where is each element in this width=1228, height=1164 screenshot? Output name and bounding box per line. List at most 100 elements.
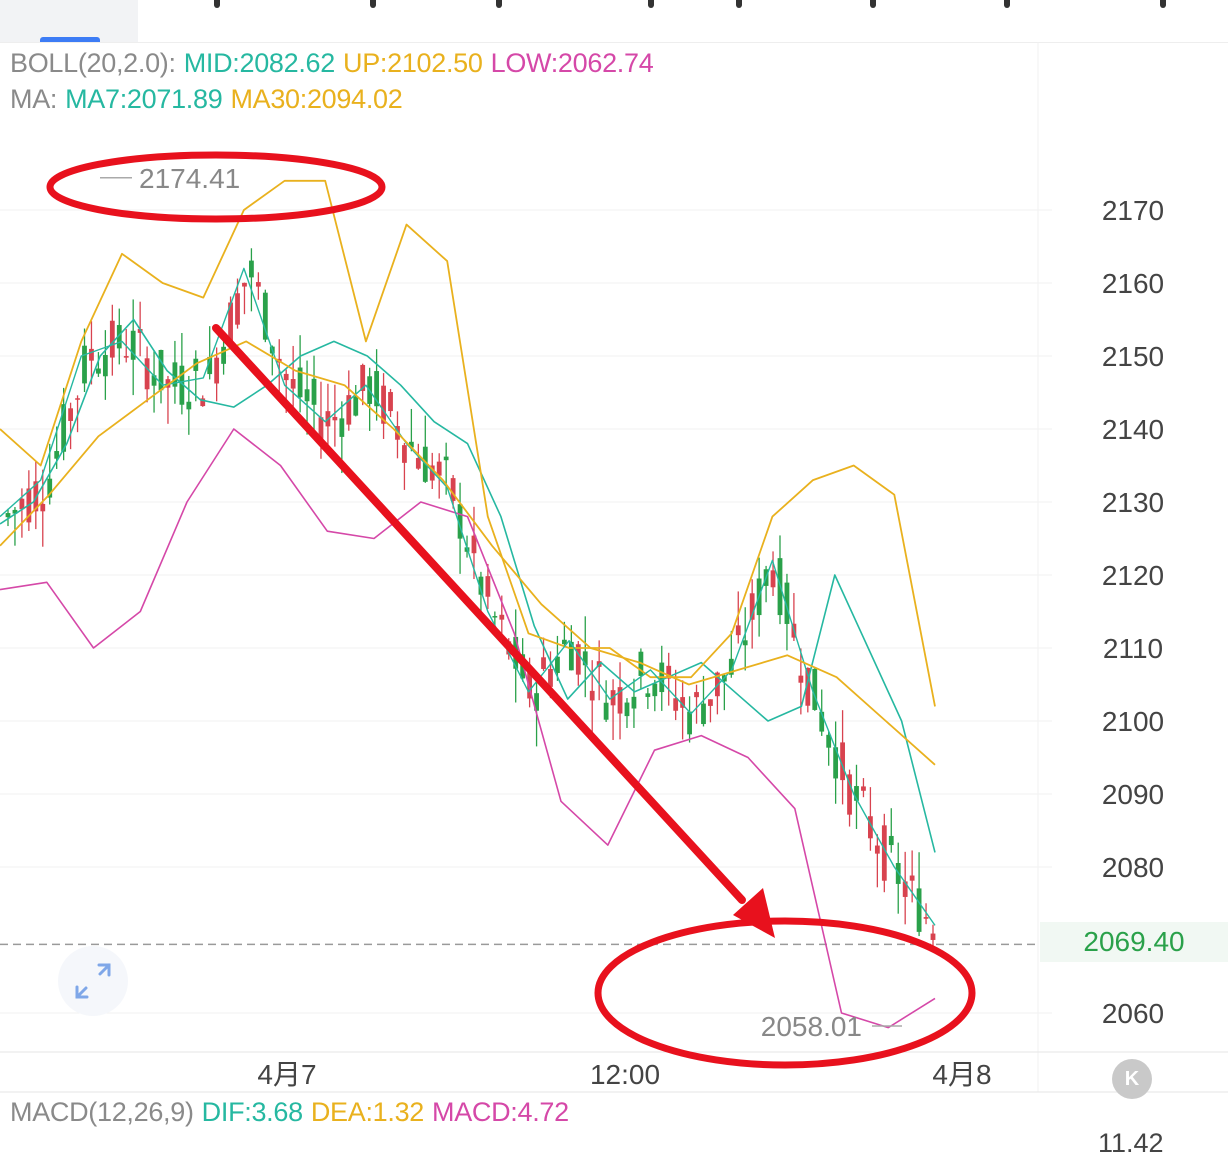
candle-body — [631, 696, 637, 709]
candle-body — [283, 373, 289, 381]
candle-body — [89, 348, 94, 361]
macd-dea: DEA:1.32 — [310, 1097, 424, 1127]
series-line-low — [0, 428, 936, 1029]
y-tick-label: 2160 — [1102, 268, 1164, 299]
candle-body — [916, 888, 922, 932]
candle-body — [617, 687, 623, 714]
candle-body — [40, 503, 46, 512]
series-line-ma30 — [0, 340, 936, 766]
candle-body — [332, 416, 338, 421]
candle-body — [443, 456, 449, 461]
candle-body — [854, 786, 859, 801]
macd-axis-value: 11.42 — [1098, 1128, 1164, 1158]
candle-body — [548, 669, 553, 687]
x-tick-label: 4月8 — [932, 1059, 991, 1090]
y-tick-label: 2130 — [1102, 487, 1164, 518]
candle-body — [408, 441, 414, 448]
candle-body — [561, 639, 567, 645]
y-tick-label: 2110 — [1103, 633, 1163, 664]
series-line-mid — [0, 318, 936, 853]
tab-glyph[interactable] — [1160, 0, 1166, 8]
macd-value: MACD:4.72 — [432, 1097, 569, 1127]
candle-body — [568, 641, 574, 671]
candle-body — [311, 378, 317, 405]
tab-glyph[interactable] — [1004, 0, 1010, 8]
candle-body — [82, 345, 87, 384]
candle-body — [749, 593, 755, 620]
candle-body — [249, 260, 254, 278]
boll-up: UP:2102.50 — [343, 48, 483, 78]
candle-body — [701, 703, 706, 725]
y-tick-label: 2120 — [1102, 560, 1164, 591]
y-tick-label: 2060 — [1102, 998, 1164, 1029]
candle-body — [151, 375, 157, 386]
candle-body — [610, 690, 616, 706]
candle-body — [805, 667, 811, 706]
candle-body — [923, 917, 929, 919]
candle-body — [645, 693, 651, 697]
current-price-tag: 2069.40 — [1040, 922, 1228, 962]
candle-body — [819, 711, 825, 732]
annotation-arrow-head — [733, 888, 775, 938]
candle-body — [172, 362, 178, 387]
candle-body — [499, 614, 505, 620]
candle-body — [861, 786, 866, 791]
candle-body — [130, 330, 136, 360]
candle-body — [388, 392, 393, 412]
candle-body — [255, 282, 261, 287]
candle-body — [812, 668, 818, 710]
candle-body — [19, 498, 25, 510]
candle-body — [429, 465, 435, 481]
y-tick-label: 2090 — [1102, 779, 1164, 810]
candle-body — [165, 379, 171, 388]
high-marker-label: 2174.41 — [139, 163, 240, 194]
series-line-up — [0, 179, 936, 707]
boll-legend: BOLL(20,2.0): MID:2082.62 UP:2102.50 LOW:20… — [10, 48, 661, 79]
ma-label: MA: — [10, 84, 58, 114]
x-tick-label: 4月7 — [257, 1059, 316, 1090]
candle-body — [666, 665, 672, 679]
candle-body — [770, 570, 776, 588]
candle-body — [492, 616, 498, 618]
candle-body — [902, 881, 908, 897]
tab-glyph[interactable] — [736, 0, 742, 8]
y-tick-label: 2140 — [1102, 414, 1164, 445]
x-tick-label: 12:00 — [590, 1059, 660, 1090]
expand-button[interactable] — [58, 946, 128, 1016]
candle-body — [742, 640, 748, 646]
k-button[interactable]: K — [1112, 1059, 1152, 1099]
tab-indicator — [40, 37, 100, 42]
candle-body — [847, 774, 852, 815]
macd-legend: MACD(12,26,9) DIF:3.68 DEA:1.32 MACD:4.72 — [10, 1097, 577, 1128]
tab-glyph[interactable] — [870, 0, 876, 8]
tab-glyph[interactable] — [496, 0, 502, 8]
candle-body — [235, 293, 240, 325]
candle-body — [575, 644, 581, 675]
candle-body — [12, 509, 18, 514]
boll-mid: MID:2082.62 — [183, 48, 336, 78]
candle-body — [673, 698, 679, 711]
candle-body — [116, 325, 122, 349]
candle-body — [318, 417, 324, 439]
candle-body — [207, 356, 213, 375]
candle-body — [874, 845, 880, 854]
candle-body — [450, 478, 456, 501]
tab-glyph[interactable] — [214, 0, 220, 8]
tab-glyph[interactable] — [370, 0, 376, 8]
candle-body — [123, 356, 129, 358]
boll-label: BOLL(20,2.0): — [10, 48, 176, 78]
period-tab-selected[interactable] — [0, 0, 138, 42]
candle-body — [144, 358, 150, 390]
candle-body — [346, 395, 352, 425]
y-tick-label: 2150 — [1102, 341, 1164, 372]
candle-body — [840, 742, 845, 781]
candle-body — [75, 398, 80, 400]
candle-body — [534, 693, 539, 711]
ma30-value: MA30:2094.02 — [230, 84, 403, 114]
candle-body — [200, 398, 206, 407]
low-marker-label: 2058.01 — [761, 1011, 862, 1042]
candle-body — [624, 702, 630, 717]
tab-glyph[interactable] — [648, 0, 654, 8]
candle-body — [652, 683, 658, 697]
